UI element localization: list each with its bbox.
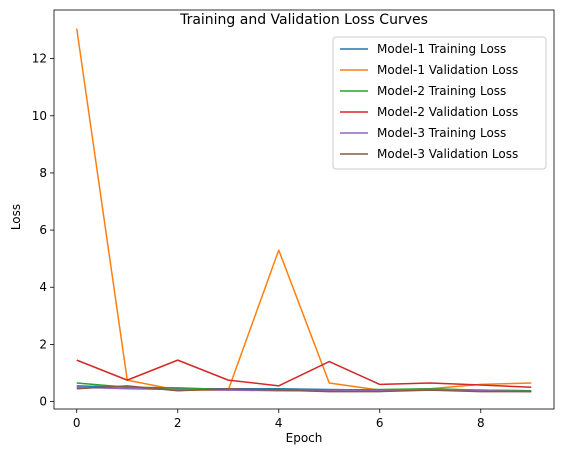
legend-entry-label: Model-1 Validation Loss (377, 63, 518, 77)
series-line-4 (76, 359, 532, 389)
x-tick-label: 4 (275, 416, 283, 430)
chart-title: Training and Validation Loss Curves (179, 12, 428, 28)
legend-box (332, 36, 547, 170)
y-tick-label: 12 (32, 52, 47, 66)
series-line-2 (75, 28, 532, 391)
legend-entry-label: Model-1 Training Loss (377, 42, 506, 56)
y-tick-label: 6 (39, 223, 47, 237)
legend-entry-label: Model-2 Validation Loss (377, 105, 518, 119)
y-tick-label: 10 (32, 109, 47, 123)
y-axis-label: Loss (9, 204, 23, 230)
plot-frame (53, 9, 555, 410)
y-tick-label: 2 (39, 337, 47, 351)
y-tick-label: 4 (39, 280, 47, 294)
legend-entry-label: Model-3 Training Loss (377, 126, 506, 140)
plot-area (75, 28, 532, 393)
y-tick-label: 8 (39, 166, 47, 180)
legend: Model-1 Training Loss Model-1 Validation … (332, 36, 547, 170)
x-axis-label: Epoch (286, 431, 323, 445)
y-tick-label: 0 (39, 395, 47, 409)
x-tick-label: 0 (73, 416, 81, 430)
series-line-6 (76, 385, 532, 393)
legend-entry-label: Model-3 Validation Loss (377, 147, 518, 161)
x-tick-label: 2 (174, 416, 182, 430)
x-tick-label: 8 (477, 416, 485, 430)
legend-entry-label: Model-2 Training Loss (377, 84, 506, 98)
x-tick-label: 6 (376, 416, 384, 430)
